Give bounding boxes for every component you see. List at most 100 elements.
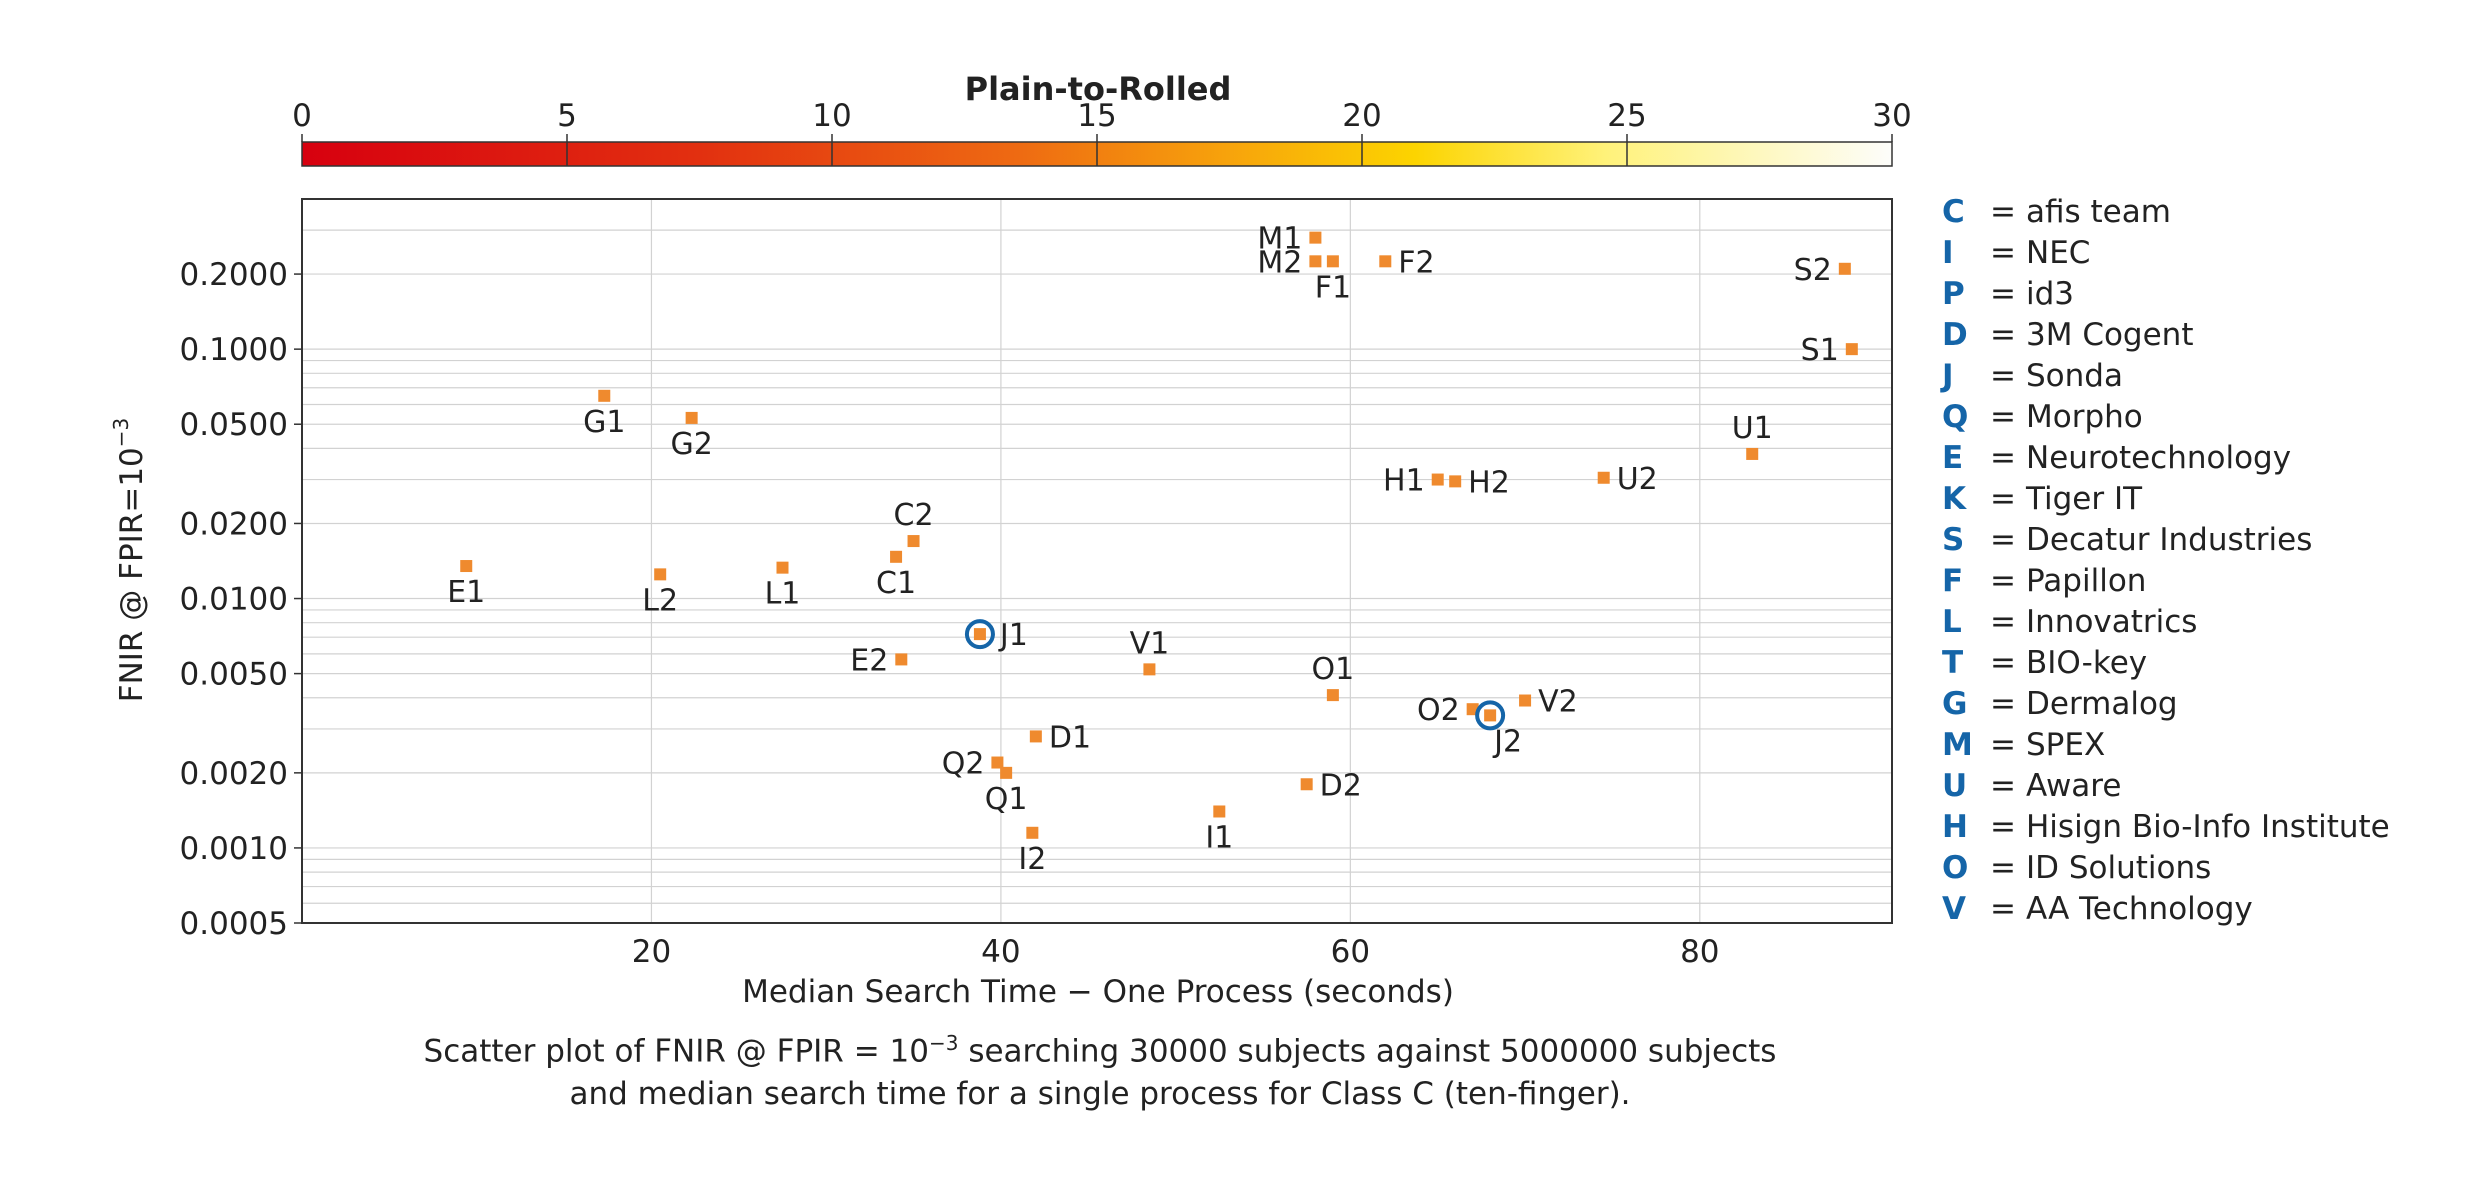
legend-item-i: I = NEC bbox=[1942, 235, 2090, 271]
point-m2: M2 bbox=[1257, 245, 1322, 280]
legend-code: K bbox=[1942, 481, 1967, 517]
point-label: F2 bbox=[1398, 245, 1434, 280]
legend-name: Neurotechnology bbox=[2026, 440, 2291, 476]
y-axis-label: FNIR @ FPIR=10−3 bbox=[109, 418, 150, 703]
point-marker bbox=[1845, 343, 1858, 356]
colorbar-tick-label: 15 bbox=[1077, 98, 1116, 134]
legend-code: T bbox=[1942, 645, 1963, 681]
legend-name: SPEX bbox=[2026, 727, 2105, 763]
legend-item-m: M = SPEX bbox=[1942, 727, 2105, 763]
legend-separator: = bbox=[1990, 235, 2016, 271]
legend-separator: = bbox=[1990, 727, 2016, 763]
legend-separator: = bbox=[1990, 686, 2016, 722]
legend-name: 3M Cogent bbox=[2026, 317, 2194, 353]
legend-code: F bbox=[1942, 563, 1963, 599]
point-v2: V2 bbox=[1519, 685, 1578, 720]
colorbar-tick-label: 25 bbox=[1607, 98, 1646, 134]
legend-separator: = bbox=[1990, 358, 2016, 394]
point-label: F1 bbox=[1315, 270, 1351, 305]
point-marker bbox=[1029, 730, 1042, 743]
point-u2: U2 bbox=[1597, 462, 1658, 497]
y-tick-label: 0.0200 bbox=[180, 506, 288, 542]
point-marker bbox=[685, 411, 698, 424]
point-label: H1 bbox=[1383, 464, 1425, 499]
plot-area: 20 40 60 80 0.00050.00100.00200.00500.01000… bbox=[180, 198, 1893, 970]
x-tick-label: 20 bbox=[632, 934, 671, 970]
legend-code: I bbox=[1942, 235, 1954, 271]
caption-line-2: and median search time for a single proc… bbox=[569, 1076, 1631, 1113]
point-label: M2 bbox=[1257, 245, 1302, 280]
point-marker bbox=[654, 568, 667, 581]
y-axis-ticks: 0.0005 0.0010 0.0020 0.0050 0.0100 0.0200 0.05… bbox=[180, 257, 302, 942]
legend-code: C bbox=[1942, 194, 1965, 230]
colorbar-tick-label: 30 bbox=[1872, 98, 1911, 134]
x-tick-label: 80 bbox=[1680, 934, 1719, 970]
y-tick-label: 0.0010 bbox=[180, 831, 288, 867]
colorbar-tick-label: 20 bbox=[1342, 98, 1381, 134]
point-f2: F2 bbox=[1379, 245, 1435, 280]
point-marker bbox=[890, 550, 903, 563]
point-label: C1 bbox=[876, 566, 916, 601]
legend-code: H bbox=[1942, 809, 1968, 845]
point-marker bbox=[460, 560, 473, 573]
legend-separator: = bbox=[1990, 645, 2016, 681]
legend-item-k: K = Tiger IT bbox=[1942, 481, 2143, 517]
legend-separator: = bbox=[1990, 194, 2016, 230]
legend-name: id3 bbox=[2026, 276, 2074, 312]
legend-item-h: H = Hisign Bio-Info Institute bbox=[1942, 809, 2390, 845]
legend-separator: = bbox=[1990, 317, 2016, 353]
point-label: J1 bbox=[998, 618, 1028, 653]
y-axis-label-exp: −3 bbox=[109, 418, 133, 447]
legend-code: U bbox=[1942, 768, 1967, 804]
legend-item-j: J = Sonda bbox=[1940, 358, 2123, 394]
legend-separator: = bbox=[1990, 604, 2016, 640]
point-label: I1 bbox=[1205, 820, 1233, 855]
point-g1: G1 bbox=[583, 389, 625, 440]
legend-separator: = bbox=[1990, 481, 2016, 517]
point-marker bbox=[1838, 262, 1851, 275]
point-f1: F1 bbox=[1315, 255, 1351, 305]
y-tick-label: 0.1000 bbox=[180, 332, 288, 368]
point-label: O1 bbox=[1312, 652, 1355, 687]
point-g2: G2 bbox=[670, 411, 713, 462]
point-u1: U1 bbox=[1732, 411, 1773, 460]
legend-name: Hisign Bio-Info Institute bbox=[2026, 809, 2390, 845]
legend-separator: = bbox=[1990, 768, 2016, 804]
point-v1: V1 bbox=[1130, 626, 1170, 676]
colorbar: Plain-to-Rolled 0 5 10 15 20 25 30 bbox=[292, 70, 1912, 167]
legend-separator: = bbox=[1990, 563, 2016, 599]
point-marker bbox=[1326, 255, 1339, 268]
legend-name: Aware bbox=[2026, 768, 2121, 804]
point-label: E1 bbox=[447, 575, 485, 610]
point-label: H2 bbox=[1468, 465, 1510, 500]
legend-item-e: E = Neurotechnology bbox=[1942, 440, 2291, 476]
legend-name: Decatur Industries bbox=[2026, 522, 2312, 558]
point-s2: S2 bbox=[1794, 253, 1851, 288]
point-q1: Q1 bbox=[985, 766, 1027, 817]
caption-line-1: Scatter plot of FNIR @ FPIR = 10−3 searc… bbox=[300, 1022, 1900, 1073]
legend-name: Tiger IT bbox=[2025, 481, 2143, 517]
legend-name: ID Solutions bbox=[2026, 850, 2211, 886]
legend-separator: = bbox=[1990, 276, 2016, 312]
legend-item-v: V = AA Technology bbox=[1942, 891, 2253, 927]
figure-caption: Scatter plot of FNIR @ FPIR = 10−3 searc… bbox=[300, 1022, 1900, 1116]
point-label: V1 bbox=[1130, 626, 1170, 661]
legend-item-g: G = Dermalog bbox=[1942, 686, 2178, 722]
legend-code: M bbox=[1942, 727, 1973, 763]
legend-separator: = bbox=[1990, 522, 2016, 558]
colorbar-ticks: 0 5 10 15 20 25 30 bbox=[292, 98, 1912, 166]
caption-exponent: −3 bbox=[928, 1031, 959, 1055]
point-label: C2 bbox=[894, 498, 934, 533]
point-label: J2 bbox=[1492, 724, 1522, 759]
point-marker bbox=[1213, 805, 1226, 818]
legend-name: afis team bbox=[2026, 194, 2171, 230]
x-axis-ticks: 20 40 60 80 bbox=[632, 934, 1720, 970]
point-label: S2 bbox=[1794, 253, 1832, 288]
point-i1: I1 bbox=[1205, 805, 1233, 855]
legend-code: L bbox=[1942, 604, 1962, 640]
point-marker bbox=[907, 535, 920, 548]
point-label: M1 bbox=[1257, 222, 1302, 257]
colorbar-tick-label: 10 bbox=[812, 98, 851, 134]
legend-name: Dermalog bbox=[2026, 686, 2178, 722]
